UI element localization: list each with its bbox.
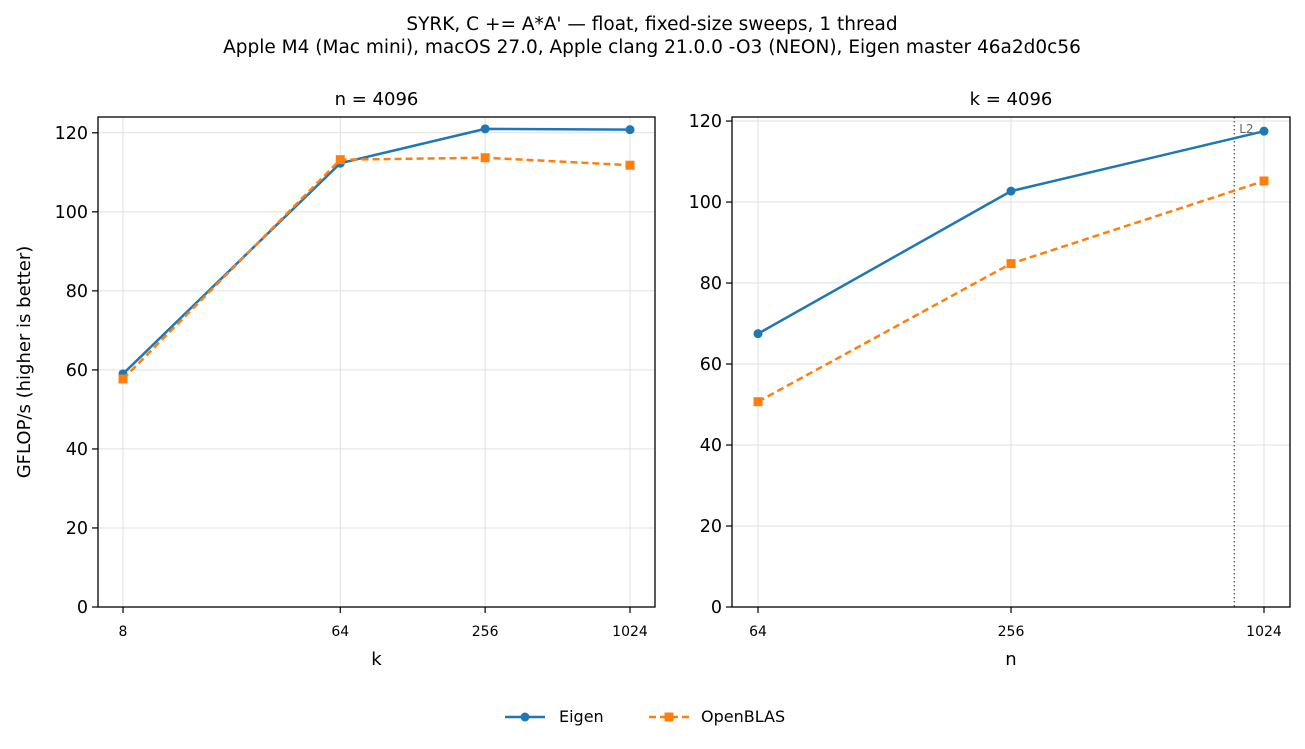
data-point-eigen bbox=[1006, 186, 1016, 196]
figure-title-line2: Apple M4 (Mac mini), macOS 27.0, Apple c… bbox=[223, 37, 1081, 58]
data-point-openblas bbox=[753, 397, 763, 407]
y-tick-label: 0 bbox=[77, 598, 88, 618]
panel-title: k = 4096 bbox=[970, 89, 1053, 110]
y-tick-label: 120 bbox=[55, 124, 88, 144]
data-point-openblas bbox=[625, 160, 635, 170]
x-tick-label: 1024 bbox=[612, 624, 648, 640]
y-tick-label: 100 bbox=[689, 193, 722, 213]
y-tick-label: 20 bbox=[700, 517, 722, 537]
right-panel: L2 0 20 40 60 80 100 120 64 256 1024 k = 4096 n bbox=[689, 89, 1291, 670]
figure-title-line1: SYRK, C += A*A' — float, fixed-size swee… bbox=[406, 14, 897, 35]
y-axis-label: GFLOP/s (higher is better) bbox=[14, 246, 35, 479]
y-tick-label: 0 bbox=[711, 598, 722, 618]
legend-item-eigen[interactable]: Eigen bbox=[505, 707, 604, 726]
x-tick-label: 256 bbox=[998, 624, 1025, 640]
series-line-openblas bbox=[122, 156, 631, 380]
legend-openblas-label: OpenBLAS bbox=[701, 707, 785, 726]
y-tick-label: 120 bbox=[689, 112, 722, 132]
data-point-openblas bbox=[480, 153, 490, 163]
data-point-openblas bbox=[335, 155, 345, 165]
panel-title: n = 4096 bbox=[335, 89, 419, 110]
left-panel: 0 20 40 60 80 100 120 8 64 256 1024 n = 4096 k GFLOP/… bbox=[14, 89, 656, 670]
y-tick-label: 80 bbox=[700, 274, 722, 294]
series-line-eigen bbox=[122, 127, 631, 375]
y-tick-label: 40 bbox=[66, 440, 88, 460]
y-tick-label: 60 bbox=[66, 361, 88, 381]
x-axis-label: n bbox=[1005, 649, 1016, 670]
x-axis-label: k bbox=[371, 649, 382, 670]
y-tick-label: 40 bbox=[700, 436, 722, 456]
legend: Eigen OpenBLAS bbox=[505, 707, 785, 726]
plot-frame bbox=[97, 116, 656, 608]
y-tick-label: 100 bbox=[55, 203, 88, 223]
data-point-eigen bbox=[480, 124, 490, 134]
data-point-openblas bbox=[118, 374, 128, 384]
x-tick-label: 1024 bbox=[1246, 624, 1282, 640]
data-point-eigen bbox=[1259, 126, 1269, 136]
y-tick-label: 60 bbox=[700, 355, 722, 375]
x-tick-label: 64 bbox=[749, 624, 767, 640]
l2-cache-label: L2 bbox=[1239, 122, 1253, 136]
legend-eigen-marker bbox=[520, 712, 530, 722]
y-tick-label: 20 bbox=[66, 519, 88, 539]
x-tick-label: 64 bbox=[331, 624, 349, 640]
legend-openblas-marker bbox=[664, 712, 674, 722]
x-tick-label: 8 bbox=[119, 624, 128, 640]
data-point-openblas bbox=[1259, 176, 1269, 186]
data-point-openblas bbox=[1006, 259, 1016, 269]
data-point-eigen bbox=[753, 329, 763, 339]
y-tick-label: 80 bbox=[66, 282, 88, 302]
legend-item-openblas[interactable]: OpenBLAS bbox=[649, 707, 785, 726]
legend-eigen-label: Eigen bbox=[559, 707, 604, 726]
data-point-eigen bbox=[625, 125, 635, 135]
x-tick-label: 256 bbox=[472, 624, 499, 640]
